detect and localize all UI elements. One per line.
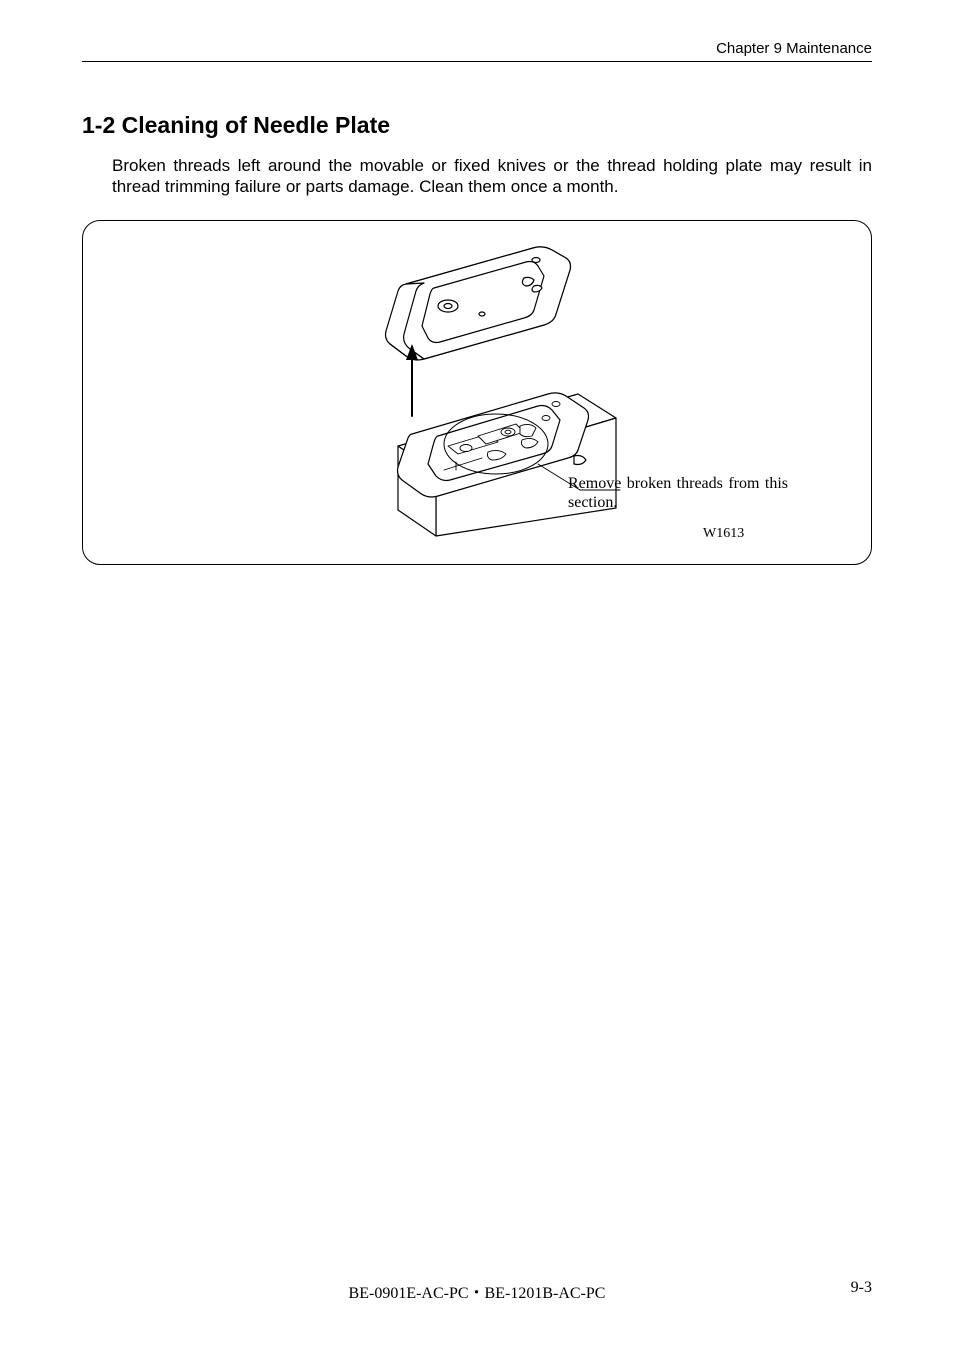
figure-code: W1613 [703, 526, 744, 542]
footer-model: BE-0901E-AC-PC・BE-1201B-AC-PC [349, 1279, 606, 1303]
page-footer: BE-0901E-AC-PC・BE-1201B-AC-PC 9-3 [82, 1279, 872, 1297]
section-title: 1-2 Cleaning of Needle Plate [82, 112, 872, 139]
figure-container: Remove broken threads from this section.… [82, 220, 872, 565]
section-body: Broken threads left around the movable o… [112, 155, 872, 198]
figure-callout-text: Remove broken threads from this section. [568, 474, 788, 512]
chapter-label: Chapter 9 Maintenance [716, 40, 872, 57]
page-header: Chapter 9 Maintenance [82, 40, 872, 62]
footer-page-number: 9-3 [851, 1279, 872, 1297]
